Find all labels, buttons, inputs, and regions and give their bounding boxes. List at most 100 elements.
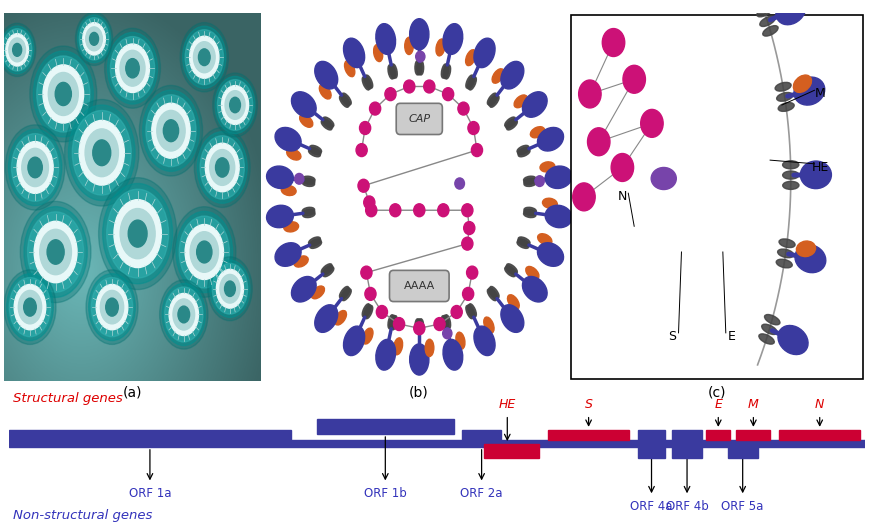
Ellipse shape (284, 222, 299, 232)
Circle shape (43, 65, 83, 123)
Circle shape (107, 189, 169, 278)
Ellipse shape (282, 185, 296, 195)
Text: Structural genes: Structural genes (13, 392, 123, 405)
Ellipse shape (506, 266, 516, 275)
Circle shape (163, 120, 179, 142)
Text: S: S (668, 330, 677, 343)
Ellipse shape (484, 317, 494, 333)
Circle shape (152, 103, 190, 158)
Circle shape (116, 44, 149, 92)
Bar (706, 429, 730, 440)
Circle shape (198, 49, 210, 66)
Circle shape (176, 212, 233, 292)
Ellipse shape (436, 39, 445, 56)
Ellipse shape (783, 171, 799, 179)
Ellipse shape (507, 295, 520, 309)
Circle shape (579, 80, 601, 108)
Bar (727, 444, 758, 458)
Ellipse shape (362, 304, 369, 317)
Ellipse shape (309, 147, 321, 155)
Circle shape (1, 26, 34, 74)
Ellipse shape (341, 288, 350, 299)
Circle shape (461, 204, 473, 217)
Circle shape (364, 196, 375, 209)
Ellipse shape (524, 209, 536, 216)
Circle shape (182, 26, 226, 88)
Circle shape (587, 128, 610, 156)
Ellipse shape (308, 237, 321, 245)
Ellipse shape (443, 339, 463, 370)
Ellipse shape (443, 65, 449, 79)
Circle shape (209, 150, 235, 185)
Ellipse shape (365, 306, 373, 319)
Bar (672, 444, 702, 458)
Ellipse shape (524, 207, 536, 214)
Circle shape (173, 207, 235, 297)
Ellipse shape (309, 241, 322, 248)
Circle shape (385, 88, 396, 101)
Circle shape (602, 28, 625, 57)
Text: HE: HE (499, 398, 516, 411)
Text: AAAA: AAAA (404, 281, 434, 291)
Circle shape (438, 204, 449, 217)
Circle shape (640, 109, 663, 138)
Ellipse shape (311, 286, 324, 299)
Ellipse shape (540, 162, 554, 172)
Text: (c): (c) (707, 386, 726, 400)
Circle shape (200, 136, 244, 199)
Circle shape (64, 99, 139, 206)
Bar (672, 429, 702, 440)
Ellipse shape (388, 65, 394, 79)
Ellipse shape (523, 176, 536, 183)
Circle shape (212, 264, 248, 314)
Circle shape (205, 143, 239, 192)
Ellipse shape (389, 315, 395, 329)
Circle shape (394, 318, 405, 331)
Circle shape (98, 177, 176, 290)
Ellipse shape (545, 205, 572, 228)
Circle shape (28, 212, 83, 292)
Circle shape (471, 144, 482, 156)
Circle shape (104, 28, 161, 108)
Ellipse shape (778, 326, 808, 354)
Circle shape (195, 128, 250, 207)
Circle shape (106, 298, 118, 316)
Bar (317, 419, 454, 434)
Ellipse shape (523, 211, 536, 217)
Ellipse shape (291, 92, 316, 117)
Ellipse shape (362, 328, 373, 344)
Ellipse shape (468, 304, 474, 318)
Circle shape (126, 59, 139, 78)
Circle shape (467, 266, 478, 279)
Circle shape (535, 176, 544, 186)
Circle shape (40, 229, 71, 275)
Ellipse shape (501, 61, 524, 89)
Circle shape (0, 23, 36, 77)
Ellipse shape (394, 338, 402, 355)
Circle shape (169, 293, 198, 335)
Circle shape (96, 285, 128, 330)
Circle shape (573, 183, 595, 211)
Ellipse shape (362, 77, 369, 90)
Circle shape (164, 287, 203, 342)
Ellipse shape (777, 92, 793, 101)
Circle shape (611, 153, 634, 182)
Ellipse shape (388, 315, 394, 329)
Text: ORF 5a: ORF 5a (721, 500, 764, 513)
Circle shape (424, 80, 434, 93)
Circle shape (160, 280, 208, 349)
Ellipse shape (375, 24, 395, 55)
Ellipse shape (778, 249, 793, 258)
Circle shape (229, 97, 241, 113)
Ellipse shape (522, 92, 547, 117)
Text: HE: HE (812, 161, 829, 174)
Circle shape (623, 65, 646, 93)
Ellipse shape (389, 65, 395, 79)
Circle shape (442, 88, 454, 101)
Ellipse shape (343, 326, 365, 355)
Text: ORF 1a: ORF 1a (129, 487, 171, 500)
Circle shape (20, 202, 91, 302)
Ellipse shape (322, 266, 333, 275)
Circle shape (194, 41, 216, 73)
Ellipse shape (800, 161, 832, 188)
